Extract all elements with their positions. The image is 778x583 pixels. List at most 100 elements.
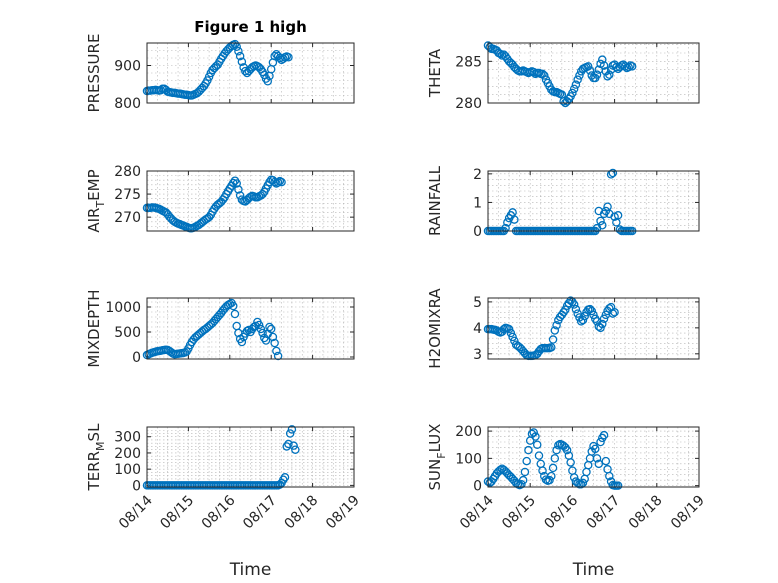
data-point: [573, 309, 582, 318]
data-point: [508, 332, 517, 342]
data-point: [529, 428, 538, 437]
axes-frame: [487, 426, 700, 488]
data-point: [596, 437, 605, 447]
y-axis-label: AIRTEMP: [85, 169, 107, 232]
data-point: [234, 185, 243, 194]
y-tick-label: 800: [114, 96, 141, 112]
data-series: [483, 296, 619, 361]
x-tick-label: 08/19: [323, 493, 363, 533]
y-axis-label: PRESSURE: [85, 34, 103, 113]
data-series: [142, 39, 293, 100]
data-point: [552, 445, 561, 455]
data-point: [599, 430, 609, 440]
y-axis-label: H2OMIXRA: [426, 288, 444, 369]
data-point: [279, 475, 288, 484]
data-point: [280, 473, 290, 482]
data-point: [273, 351, 283, 361]
data-point: [504, 324, 514, 334]
grid-lines: [147, 298, 354, 359]
data-point: [534, 451, 544, 460]
y-axis-label-subscript: T: [94, 201, 107, 209]
data-point: [531, 432, 540, 441]
data-point: [287, 425, 297, 434]
data-point: [517, 480, 526, 489]
data-point: [520, 467, 530, 477]
data-point: [591, 444, 600, 454]
y-tick-label: 5: [473, 295, 482, 311]
y-tick-label: 100: [455, 451, 482, 467]
data-point: [613, 481, 623, 490]
x-tick-label: 08/16: [199, 492, 239, 532]
y-axis-label: TERRMSL: [85, 423, 107, 492]
x-tick-label: 08/15: [157, 493, 197, 533]
y-tick-label: 1000: [105, 300, 141, 316]
data-point: [603, 72, 612, 81]
data-point: [575, 71, 584, 80]
data-point: [256, 324, 266, 334]
y-axis-label-subscript: M: [94, 441, 107, 451]
subplot-theta: 280 285 THETA: [426, 41, 700, 112]
data-point: [273, 178, 283, 187]
y-tick-label: 0: [132, 350, 141, 366]
x-tick-label: 08/14: [116, 492, 156, 532]
y-tick-label: 4: [473, 321, 482, 337]
grid-lines: [147, 427, 354, 487]
y-axis-label: SUNFLUX: [426, 424, 448, 491]
data-point: [272, 346, 281, 356]
data-point: [589, 310, 598, 320]
data-point: [545, 475, 554, 485]
y-tick-label: 200: [114, 446, 141, 462]
data-point: [548, 335, 558, 344]
data-point: [592, 317, 602, 326]
y-tick-label: 100: [114, 462, 141, 478]
x-tick-label: 08/19: [668, 493, 708, 533]
x-axis-label: Time: [572, 560, 615, 580]
data-point: [241, 66, 250, 76]
data-point: [496, 49, 505, 59]
data-point: [548, 463, 558, 473]
data-point: [518, 475, 528, 485]
data-point: [277, 177, 286, 187]
data-point: [258, 328, 267, 338]
data-point: [566, 458, 575, 467]
data-point: [268, 332, 278, 342]
data-point: [569, 84, 579, 94]
data-point: [599, 314, 609, 324]
data-point: [608, 309, 618, 318]
data-series: [142, 298, 283, 361]
data-point: [232, 179, 241, 188]
data-point: [571, 80, 581, 89]
data-point: [624, 62, 633, 72]
data-point: [228, 301, 238, 311]
chart-title: Figure 1 high: [194, 18, 307, 36]
data-point: [291, 445, 300, 454]
data-point: [613, 211, 623, 220]
y-tick-label: 200: [455, 424, 482, 440]
subplot-pressure: 800 900 PRESSURE Figure 1 high: [85, 18, 355, 113]
y-axis-label-rest: LUX: [426, 424, 444, 453]
y-tick-label: 280: [455, 96, 482, 112]
axes-frame: [487, 297, 700, 360]
data-point: [284, 439, 293, 449]
data-point: [265, 322, 274, 332]
data-point: [547, 471, 556, 481]
data-point: [499, 324, 509, 334]
x-tick-label: 08/16: [541, 492, 581, 532]
data-point: [289, 441, 298, 450]
data-point: [561, 305, 570, 314]
y-tick-label: 2: [473, 167, 482, 183]
data-point: [562, 445, 572, 455]
y-tick-label: 275: [114, 187, 141, 203]
data-point: [522, 456, 531, 466]
data-point: [568, 88, 577, 98]
y-tick-label: 300: [114, 430, 141, 446]
data-point: [540, 71, 549, 80]
data-point: [234, 47, 243, 56]
y-tick-label: 1: [473, 195, 482, 211]
data-point: [263, 77, 273, 86]
x-tick-label: 08/18: [626, 493, 666, 533]
data-point: [585, 66, 595, 75]
data-point: [550, 454, 560, 463]
subplot-sun-flux: 0 100 200 08/14 08/15 08/16 08/17 08/18 08/19 SUN…: [426, 424, 708, 580]
data-point: [587, 306, 596, 316]
